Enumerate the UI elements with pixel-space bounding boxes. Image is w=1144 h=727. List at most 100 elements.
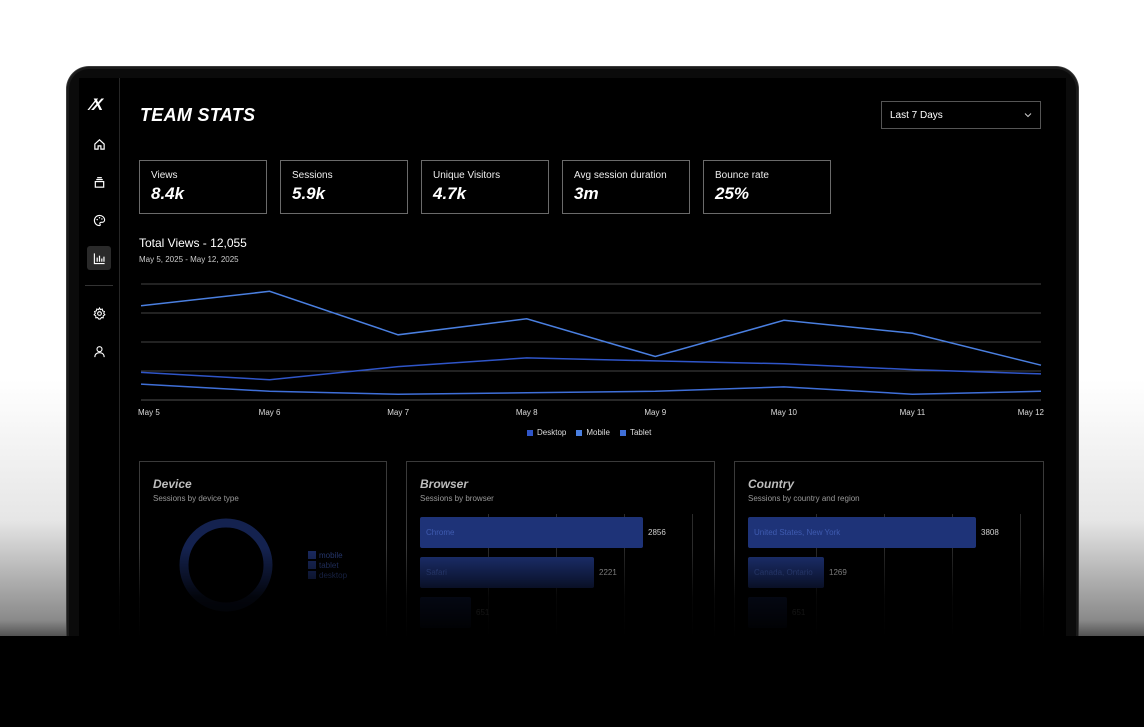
panel-title: Country xyxy=(748,477,794,491)
x-tick-label: May 12 xyxy=(1018,408,1045,417)
sidebar-item-palette[interactable] xyxy=(89,210,109,230)
kpi-label: Avg session duration xyxy=(574,170,667,181)
sidebar-item-profile[interactable] xyxy=(89,341,109,361)
donut-legend-item: tablet xyxy=(308,560,347,570)
bar[interactable]: Safari xyxy=(420,557,594,588)
kpi-label: Unique Visitors xyxy=(433,170,501,181)
panel-subtitle: Sessions by country and region xyxy=(748,494,860,503)
legend-label: tablet xyxy=(319,560,339,570)
x-tick-label: May 8 xyxy=(516,408,538,417)
bar-value-label: 1269 xyxy=(829,568,847,577)
bar[interactable]: United States, New York xyxy=(748,517,976,548)
legend-label: Tablet xyxy=(629,428,652,437)
sidebar-item-settings[interactable] xyxy=(89,303,109,323)
bar[interactable] xyxy=(748,597,787,628)
bar-label: Safari xyxy=(426,568,447,577)
page-title: TEAM STATS xyxy=(140,105,256,125)
legend-item-mobile: Mobile xyxy=(576,428,610,437)
chart-date-range: May 5, 2025 - May 12, 2025 xyxy=(139,255,239,264)
legend-label: Desktop xyxy=(537,428,567,437)
panel-title: Device xyxy=(153,477,192,491)
date-range-value: Last 7 Days xyxy=(890,109,943,121)
panel-title: Browser xyxy=(420,477,469,491)
donut-legend-item: mobile xyxy=(308,550,347,560)
bar-value-label: 2221 xyxy=(599,568,617,577)
chart-legend: Desktop Mobile Tablet xyxy=(527,428,651,437)
x-tick-label: May 7 xyxy=(387,408,409,417)
sidebar-divider xyxy=(85,285,113,286)
legend-swatch xyxy=(308,551,316,559)
browser-bar-chart: Chrome 2856 Safari 2221 651 xyxy=(420,514,693,638)
x-tick-label: May 6 xyxy=(259,408,281,417)
legend-swatch xyxy=(527,429,533,436)
panel-subtitle: Sessions by device type xyxy=(153,494,239,503)
sidebar-item-home[interactable] xyxy=(89,134,109,154)
kpi-label: Bounce rate xyxy=(715,170,769,181)
legend-swatch xyxy=(308,561,316,569)
bar-value-label: 651 xyxy=(792,608,806,617)
device-panel: Device Sessions by device type mobile ta… xyxy=(139,461,387,638)
legend-swatch xyxy=(619,429,626,436)
x-tick-label: May 10 xyxy=(771,408,798,417)
kpi-card-bounce-rate: Bounce rate 25% xyxy=(703,160,831,214)
bar[interactable]: Chrome xyxy=(420,517,643,548)
bar-label: United States, New York xyxy=(754,528,841,537)
x-tick-label: May 5 xyxy=(138,408,160,417)
legend-label: Mobile xyxy=(586,428,610,437)
country-bar-chart: United States, New York 3808 Canada, Ontar… xyxy=(748,514,1021,638)
bar-label: Canada, Ontario xyxy=(754,568,813,577)
legend-swatch xyxy=(308,571,316,579)
user-icon xyxy=(93,345,105,357)
kpi-card-sessions: Sessions 5.9k xyxy=(280,160,408,214)
app-logo[interactable]: ⁄X xyxy=(91,95,103,114)
bar-chart-icon xyxy=(93,252,105,264)
kpi-label: Sessions xyxy=(292,170,333,181)
kpi-value: 5.9k xyxy=(292,184,326,203)
bar-label: Chrome xyxy=(426,528,455,537)
home-icon xyxy=(93,138,105,150)
donut-legend-item: desktop xyxy=(308,570,347,580)
donut-legend: mobile tablet desktop xyxy=(308,550,347,580)
country-panel: Country Sessions by country and region U… xyxy=(734,461,1044,638)
bar[interactable]: Canada, Ontario xyxy=(748,557,824,588)
series-line-tablet xyxy=(140,383,1042,395)
screen: ⁄X TEAM STATS Last 7 Days Views 8.4k Ses… xyxy=(79,78,1066,638)
legend-item-tablet: Tablet xyxy=(619,428,652,437)
bar-value-label: 3808 xyxy=(981,528,999,537)
chevron-down-icon xyxy=(1024,113,1032,118)
chart-title: Total Views - 12,055 xyxy=(139,236,247,250)
bar-grid-line xyxy=(692,514,693,634)
x-tick-label: May 9 xyxy=(644,408,666,417)
bar-value-label: 2856 xyxy=(648,528,666,537)
sidebar-item-layers[interactable] xyxy=(89,172,109,192)
legend-label: desktop xyxy=(319,570,348,580)
palette-icon xyxy=(93,214,105,226)
bar-grid-line xyxy=(1020,514,1021,634)
device-donut-chart xyxy=(179,518,273,612)
layers-icon xyxy=(94,176,104,188)
gear-icon xyxy=(92,306,106,320)
kpi-value: 8.4k xyxy=(151,184,185,203)
bottom-shadow xyxy=(0,636,1144,727)
sidebar: ⁄X xyxy=(79,78,120,638)
bar[interactable] xyxy=(420,597,471,628)
date-range-select[interactable]: Last 7 Days xyxy=(881,101,1041,129)
kpi-value: 4.7k xyxy=(433,184,467,203)
kpi-value: 25% xyxy=(715,184,750,203)
series-line-mobile xyxy=(140,290,1042,366)
views-line-chart: May 5 May 6 May 7 May 8 May 9 May 10 May 11 May… xyxy=(138,283,1045,417)
sidebar-item-analytics[interactable] xyxy=(87,246,111,270)
legend-label: mobile xyxy=(319,550,343,560)
kpi-value: 3m xyxy=(574,184,599,203)
panel-subtitle: Sessions by browser xyxy=(420,494,494,503)
browser-panel: Browser Sessions by browser Chrome 2856 Sa… xyxy=(406,461,715,638)
kpi-card-avg-session: Avg session duration 3m xyxy=(562,160,690,214)
legend-item-desktop: Desktop xyxy=(527,428,566,437)
kpi-card-unique-visitors: Unique Visitors 4.7k xyxy=(421,160,549,214)
bar-value-label: 651 xyxy=(476,608,490,617)
kpi-label: Views xyxy=(151,170,178,181)
kpi-card-views: Views 8.4k xyxy=(139,160,267,214)
x-tick-label: May 11 xyxy=(900,408,926,417)
series-line-desktop xyxy=(140,357,1042,381)
legend-swatch xyxy=(576,429,583,436)
